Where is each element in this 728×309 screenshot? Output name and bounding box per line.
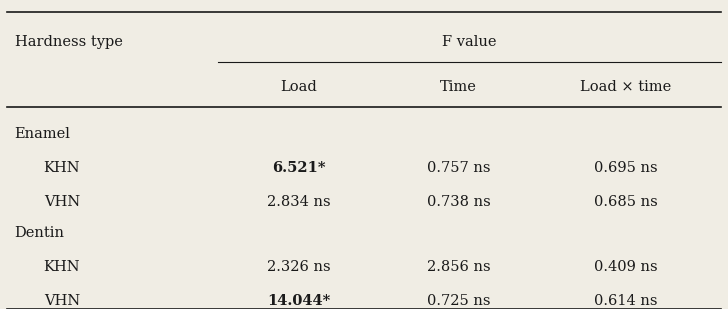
Text: KHN: KHN bbox=[44, 260, 80, 274]
Text: F value: F value bbox=[443, 35, 496, 49]
Text: 0.685 ns: 0.685 ns bbox=[594, 195, 658, 210]
Text: 0.695 ns: 0.695 ns bbox=[594, 161, 658, 176]
Text: 2.326 ns: 2.326 ns bbox=[266, 260, 331, 274]
Text: KHN: KHN bbox=[44, 161, 80, 176]
Text: 0.738 ns: 0.738 ns bbox=[427, 195, 491, 210]
Text: 2.834 ns: 2.834 ns bbox=[266, 195, 331, 210]
Text: 0.757 ns: 0.757 ns bbox=[427, 161, 491, 176]
Text: Dentin: Dentin bbox=[15, 226, 65, 240]
Text: 0.409 ns: 0.409 ns bbox=[594, 260, 658, 274]
Text: Load × time: Load × time bbox=[580, 79, 672, 94]
Text: Enamel: Enamel bbox=[15, 127, 71, 142]
Text: VHN: VHN bbox=[44, 195, 80, 210]
Text: Hardness type: Hardness type bbox=[15, 35, 122, 49]
Text: 0.725 ns: 0.725 ns bbox=[427, 294, 491, 308]
Text: 0.614 ns: 0.614 ns bbox=[594, 294, 658, 308]
Text: Time: Time bbox=[440, 79, 477, 94]
Text: 14.044*: 14.044* bbox=[267, 294, 330, 308]
Text: Load: Load bbox=[280, 79, 317, 94]
Text: VHN: VHN bbox=[44, 294, 80, 308]
Text: 2.856 ns: 2.856 ns bbox=[427, 260, 491, 274]
Text: 6.521*: 6.521* bbox=[272, 161, 325, 176]
